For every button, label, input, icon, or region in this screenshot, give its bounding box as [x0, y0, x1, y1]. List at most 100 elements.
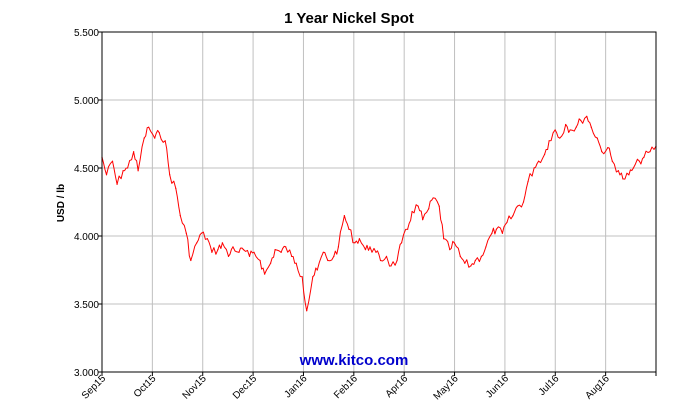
data-point: [617, 170, 619, 172]
data-point: [337, 246, 339, 248]
data-point: [312, 276, 314, 278]
data-point: [263, 273, 266, 275]
data-point: [190, 259, 192, 262]
data-point: [169, 174, 171, 176]
data-point: [364, 249, 367, 251]
data-point: [227, 255, 230, 257]
data-point: [590, 126, 592, 128]
data-point: [596, 137, 598, 139]
data-point: [137, 170, 139, 172]
data-point: [607, 147, 609, 149]
data-point: [632, 167, 635, 169]
y-tick-label: 5.000: [74, 96, 99, 107]
data-point: [548, 140, 550, 142]
data-point: [601, 151, 603, 153]
data-point: [537, 160, 540, 162]
y-tick-label: 3.500: [74, 300, 99, 311]
data-point: [649, 151, 651, 153]
data-point: [485, 246, 487, 248]
data-point: [306, 310, 308, 312]
data-point: [301, 276, 303, 278]
data-point: [622, 178, 624, 180]
chart-title: 1 Year Nickel Spot: [284, 10, 414, 27]
data-point: [158, 132, 160, 134]
data-point: [512, 215, 514, 217]
data-point: [474, 259, 476, 262]
data-point: [506, 221, 508, 223]
data-point: [464, 262, 466, 264]
data-point: [527, 181, 529, 183]
data-point: [569, 129, 571, 131]
data-point: [291, 255, 293, 257]
data-point: [238, 251, 240, 253]
data-point: [232, 246, 234, 248]
data-point: [379, 259, 382, 262]
data-point: [516, 205, 519, 207]
data-point: [327, 259, 329, 262]
data-point: [586, 115, 588, 117]
data-point: [116, 183, 118, 185]
data-point: [274, 249, 276, 251]
nickel-price-series-line: [101, 115, 657, 312]
data-point: [285, 246, 287, 248]
data-point: [200, 232, 202, 234]
data-point: [179, 215, 181, 217]
data-point: [559, 137, 561, 139]
y-tick-label: 4.000: [74, 232, 99, 243]
data-point: [164, 140, 166, 142]
data-point: [400, 242, 403, 244]
data-point: [175, 187, 177, 189]
data-point: [196, 242, 198, 244]
data-point: [143, 137, 145, 139]
data-point: [348, 228, 350, 230]
series-layer: [101, 115, 657, 312]
data-point: [575, 126, 577, 128]
data-point: [217, 249, 219, 251]
y-tick-label: 5.500: [74, 28, 99, 39]
data-point: [221, 242, 224, 244]
data-point: [333, 255, 335, 257]
data-point: [122, 170, 124, 172]
data-point: [480, 255, 482, 257]
data-point: [428, 208, 430, 210]
kitco-watermark: www.kitco.com: [299, 352, 409, 369]
data-point: [248, 255, 251, 257]
data-point: [417, 205, 419, 207]
data-point: [270, 262, 272, 264]
data-point: [316, 269, 318, 271]
data-point: [375, 251, 377, 253]
data-point: [628, 174, 630, 176]
data-point: [449, 249, 451, 251]
data-point: [533, 167, 535, 169]
data-point: [211, 251, 213, 253]
data-point: [185, 232, 187, 234]
data-point: [385, 255, 388, 257]
data-point: [148, 126, 150, 128]
data-point: [390, 265, 392, 267]
data-point: [643, 156, 645, 158]
data-point: [432, 197, 434, 199]
data-point: [422, 219, 424, 221]
data-point: [470, 265, 472, 267]
data-point: [105, 174, 108, 176]
data-point: [206, 238, 208, 240]
data-point: [611, 160, 613, 162]
data-point: [253, 251, 255, 253]
data-point: [133, 151, 135, 153]
data-point: [580, 119, 582, 121]
y-axis-label: USD / lb: [56, 184, 67, 222]
data-point: [358, 238, 361, 240]
data-point: [280, 251, 282, 253]
data-point: [554, 129, 556, 131]
data-point: [495, 228, 498, 230]
data-point: [459, 255, 461, 257]
data-point: [522, 201, 525, 203]
data-point: [565, 123, 567, 126]
data-point: [242, 249, 245, 251]
data-point: [543, 153, 546, 155]
data-point: [638, 160, 641, 162]
data-point: [491, 232, 493, 234]
data-point: [396, 259, 398, 262]
